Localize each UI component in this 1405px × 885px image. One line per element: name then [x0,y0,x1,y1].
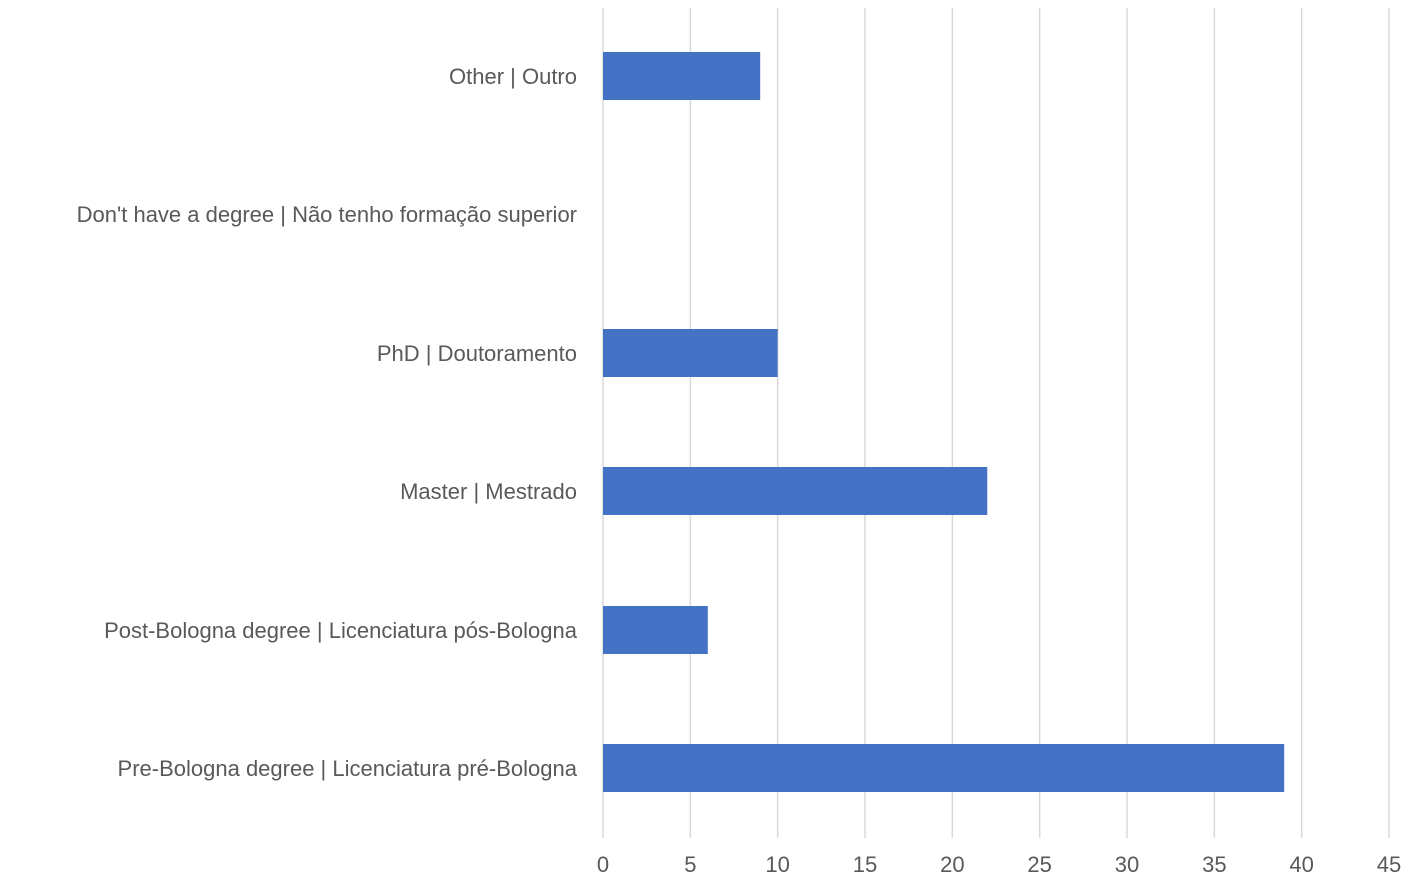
x-tick-label: 15 [853,852,877,877]
grid-lines [602,8,1390,838]
bar [603,606,708,654]
bar [603,467,988,515]
x-tick-label: 35 [1202,852,1226,877]
category-label: Don't have a degree | Não tenho formação… [77,202,577,227]
x-tick-label: 25 [1027,852,1051,877]
bar [603,744,1285,792]
category-label: Post-Bologna degree | Licenciatura pós-B… [104,618,578,643]
x-tick-label: 30 [1115,852,1139,877]
category-labels: Other | Outro Don't have a degree | Não t… [77,64,578,781]
x-tick-labels: 0 5 10 15 20 25 30 35 40 45 [597,852,1401,877]
bars [603,52,1285,792]
bar [603,329,778,377]
x-tick-label: 0 [597,852,609,877]
x-tick-label: 45 [1377,852,1401,877]
bar [603,52,761,100]
category-label: Master | Mestrado [400,479,577,504]
x-tick-label: 5 [684,852,696,877]
x-tick-label: 20 [940,852,964,877]
x-tick-label: 10 [765,852,789,877]
x-tick-label: 40 [1289,852,1313,877]
category-label: Pre-Bologna degree | Licenciatura pré-Bo… [118,756,578,781]
category-label: PhD | Doutoramento [377,341,577,366]
category-label: Other | Outro [449,64,577,89]
